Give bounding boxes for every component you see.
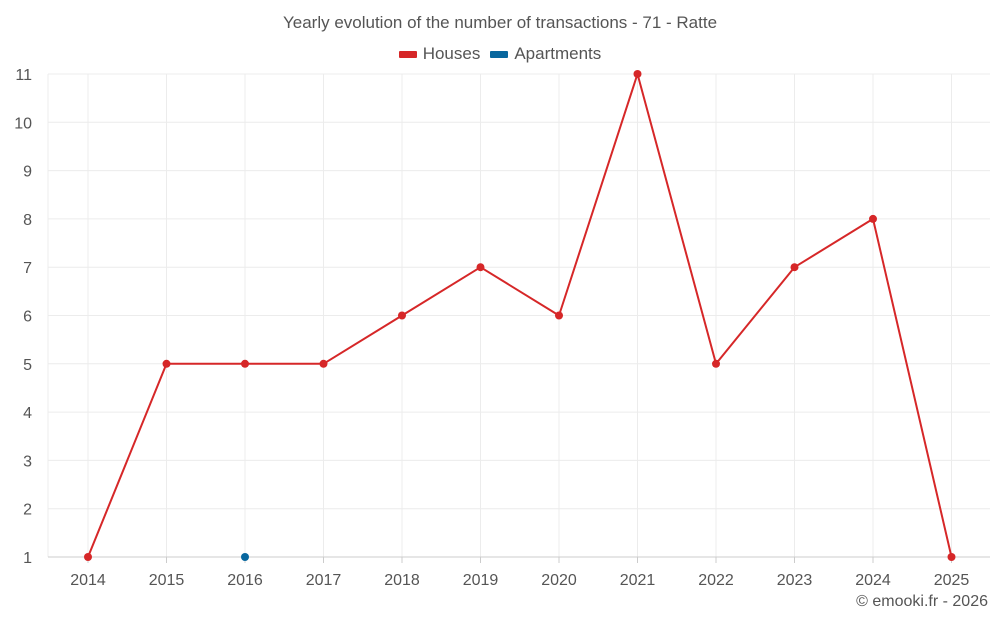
x-tick-label: 2022 (698, 572, 734, 589)
legend-label-apartments: Apartments (514, 44, 602, 63)
axes: 1 2 3 4 5 6 7 8 9 10 11 2014 2015 2016 2017 2018 2019 202… (14, 67, 990, 589)
data-point-houses-2023 (790, 263, 799, 272)
data-point-houses-2020 (555, 311, 563, 320)
legend-item-houses[interactable]: Houses (398, 44, 481, 64)
y-tick-label: 7 (23, 260, 32, 277)
data-point-houses-2022 (712, 359, 720, 368)
series-lines (87, 73, 953, 558)
data-point-houses-2016 (241, 359, 249, 368)
chart-legend: Houses Apartments (0, 44, 1000, 64)
y-tick-label: 6 (23, 309, 32, 326)
y-tick-label: 3 (23, 453, 32, 470)
data-point-apartments-2016 (241, 553, 249, 561)
credit-text: © emooki.fr - 2026 (856, 593, 988, 610)
y-tick-label: 9 (23, 164, 32, 181)
data-point-houses-2014 (84, 553, 92, 561)
chart-title: Yearly evolution of the number of transa… (282, 13, 718, 32)
x-tick-label: 2014 (70, 572, 106, 589)
y-tick-label: 10 (14, 115, 32, 132)
legend-item-apartments[interactable]: Apartments (490, 44, 601, 64)
data-point-houses-2017 (319, 359, 328, 368)
x-tick-label: 2025 (934, 572, 970, 589)
legend-swatch-houses (398, 50, 417, 58)
series-line-houses (87, 73, 953, 558)
x-tick-label: 2018 (384, 572, 420, 589)
x-tick-label: 2016 (227, 572, 263, 589)
legend-label-houses: Houses (422, 44, 481, 63)
data-points (84, 70, 956, 561)
y-tick-label: 2 (23, 502, 32, 519)
legend-swatch-apartments (490, 50, 509, 58)
y-tick-label: 8 (23, 212, 32, 229)
data-point-houses-2019 (476, 263, 485, 272)
data-point-houses-2015 (162, 359, 171, 368)
y-tick-label: 1 (23, 550, 32, 567)
y-tick-label: 11 (15, 67, 32, 84)
x-tick-label: 2017 (306, 572, 342, 589)
x-tick-label: 2021 (620, 572, 656, 589)
data-point-houses-2021 (633, 70, 642, 78)
x-tick-label: 2019 (463, 572, 499, 589)
y-tick-label: 4 (23, 405, 32, 422)
x-tick-label: 2024 (855, 572, 891, 589)
data-point-houses-2018 (398, 311, 406, 320)
data-point-houses-2024 (869, 214, 877, 223)
grid (47, 73, 990, 558)
x-tick-label: 2020 (541, 572, 577, 589)
x-tick-label: 2023 (777, 572, 813, 589)
data-point-houses-2025 (947, 553, 956, 561)
x-tick-label: 2015 (149, 572, 185, 589)
y-tick-label: 5 (23, 357, 32, 374)
